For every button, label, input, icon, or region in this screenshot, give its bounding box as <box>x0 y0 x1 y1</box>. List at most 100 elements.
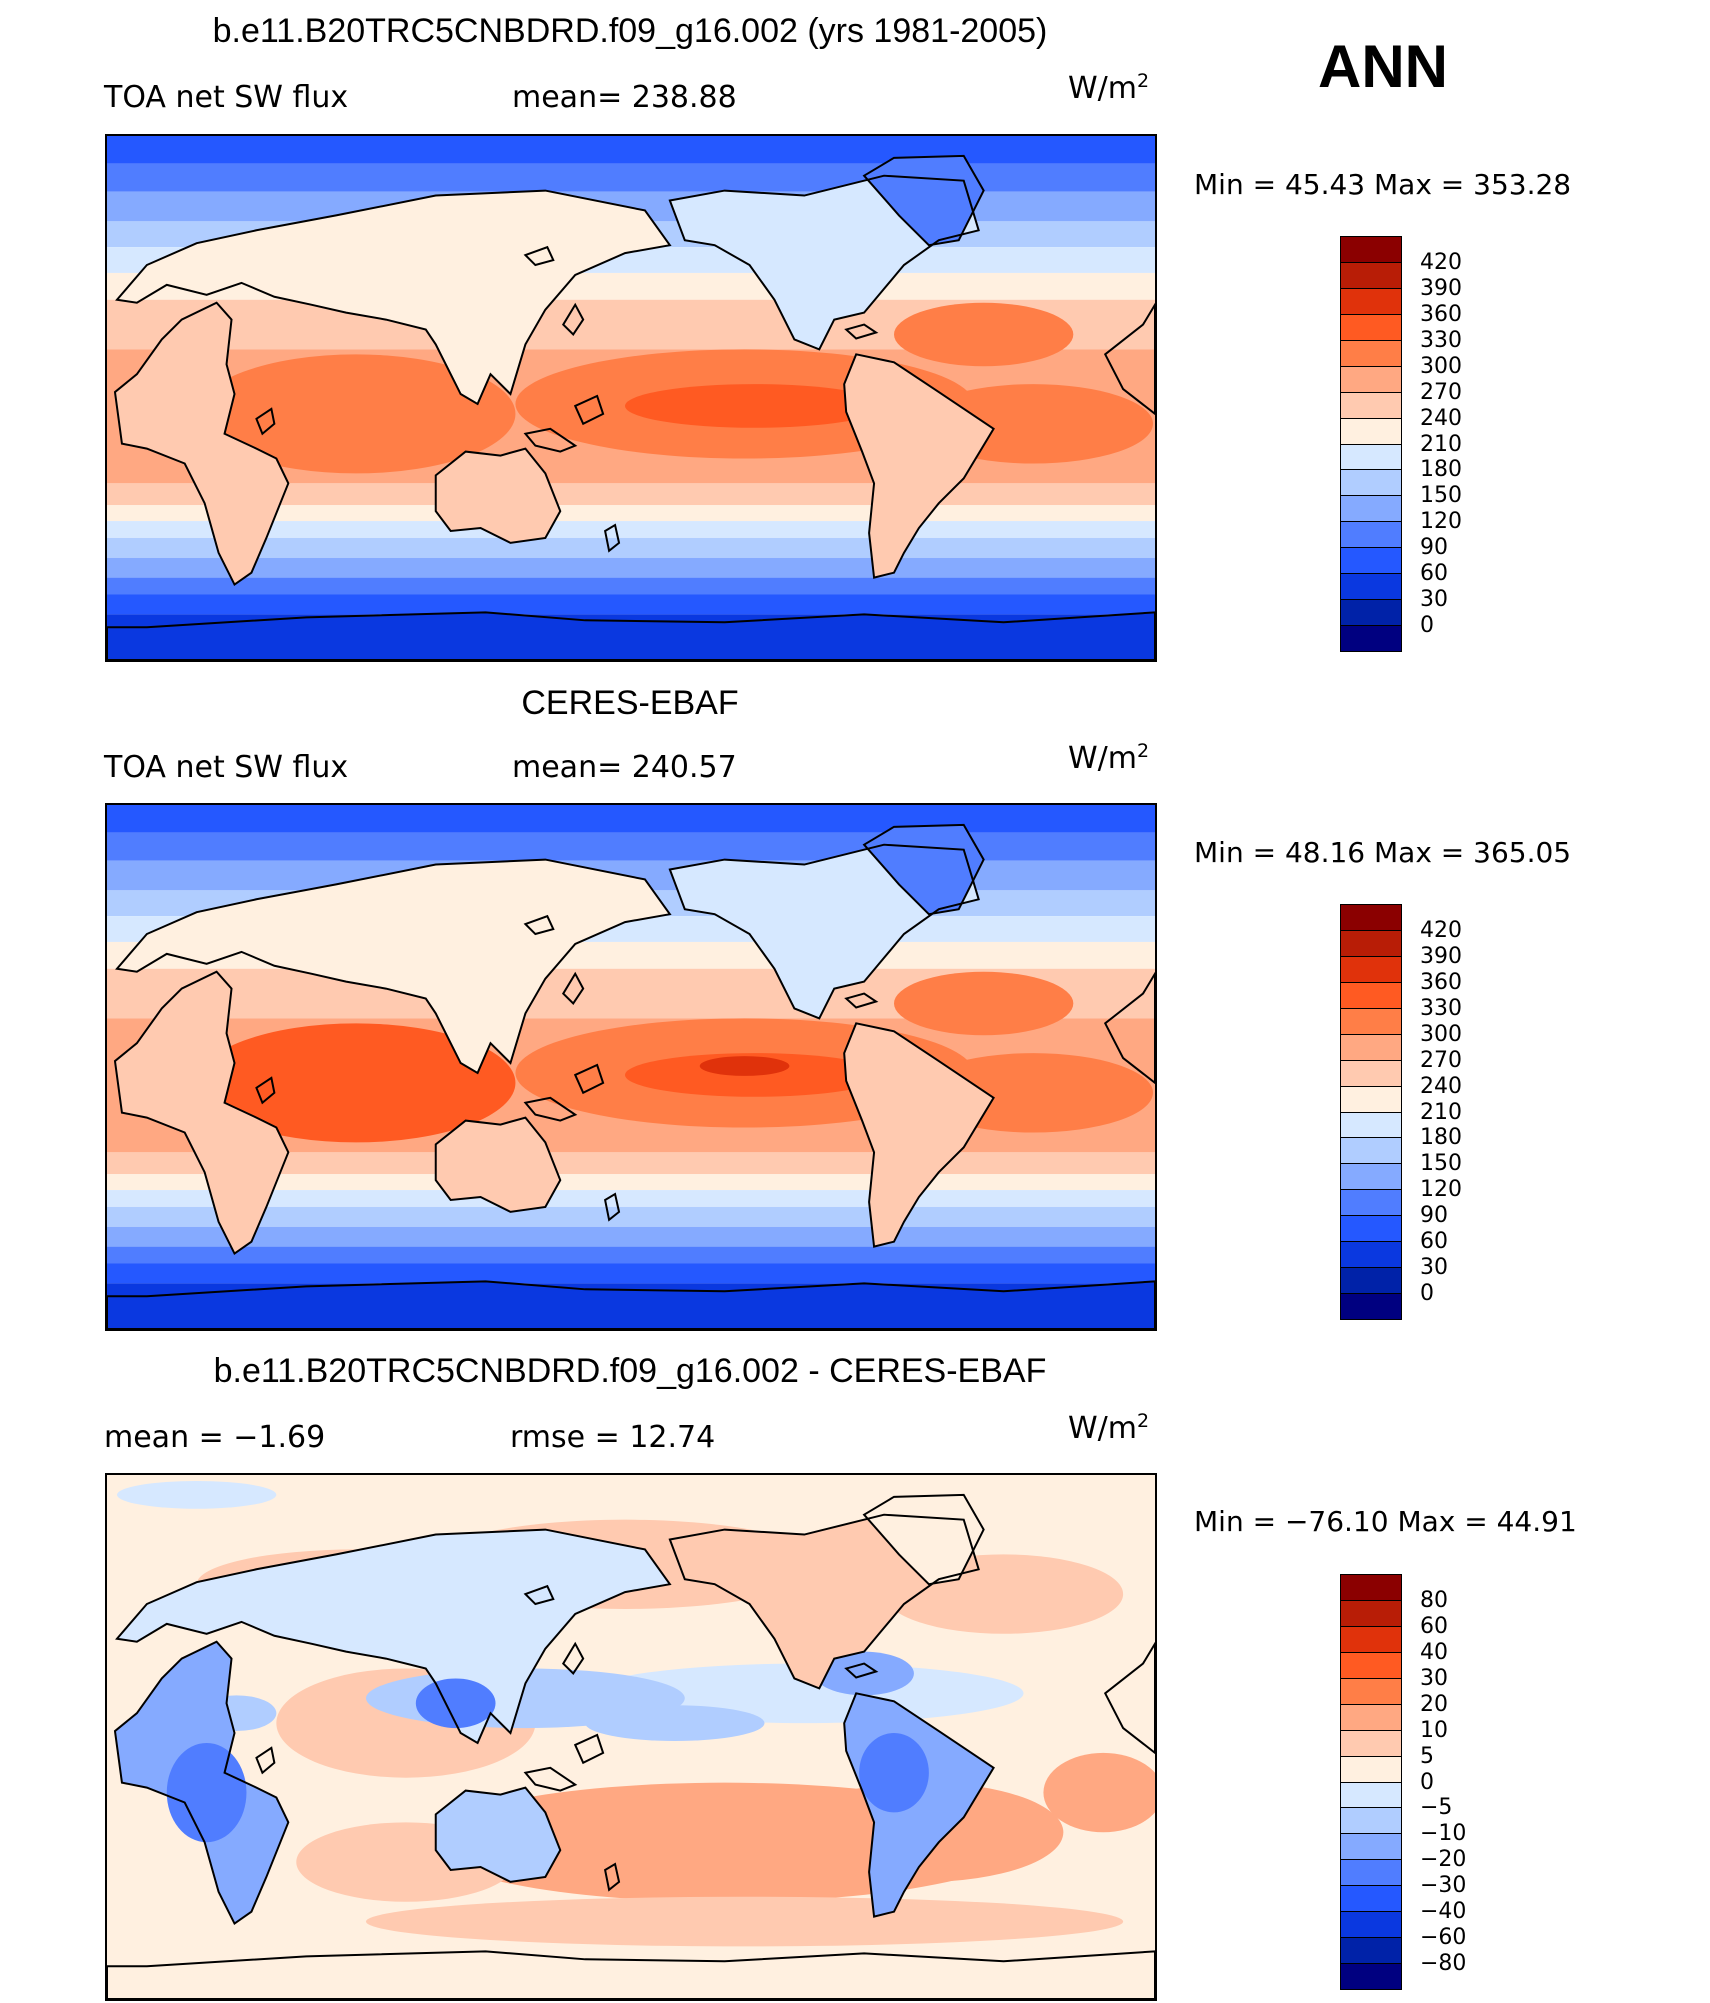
coastline <box>843 1692 995 1918</box>
panel-1-title: b.e11.B20TRC5CNBDRD.f09_g16.002 (yrs 198… <box>212 12 1048 50</box>
panel-3-units: W/m2 <box>1068 1410 1150 1446</box>
colorbar-box <box>1340 236 1402 263</box>
coastline <box>107 1950 1155 1999</box>
latitude-band <box>107 577 1155 595</box>
coastline <box>255 1746 276 1775</box>
colorbar-box <box>1340 599 1402 627</box>
colorbar-label: 180 <box>1420 457 1462 483</box>
coastline <box>1103 1641 1155 1755</box>
colorbar-label: 0 <box>1420 1281 1434 1307</box>
colorbar-box <box>1340 1885 1402 1913</box>
colorbar-box <box>1340 929 1402 957</box>
colorbar-box <box>1340 1755 1402 1783</box>
coastline <box>562 971 585 1006</box>
colorbar-label: 60 <box>1420 1613 1448 1639</box>
colorbar-label: 30 <box>1420 587 1448 613</box>
panel-1-mean-label: mean= 238.88 <box>512 80 737 115</box>
coastline <box>115 858 672 1075</box>
colorbar-label: −5 <box>1420 1795 1453 1821</box>
latitude-band <box>107 594 1155 615</box>
land-fill <box>844 354 994 578</box>
panel-2-title: CERES-EBAF <box>521 684 739 722</box>
coastline <box>1103 302 1155 416</box>
colorbar-label: 300 <box>1420 1021 1462 1047</box>
colorbar-box <box>1340 339 1402 367</box>
colorbar-label: 270 <box>1420 1047 1462 1073</box>
colorbar-box <box>1340 417 1402 445</box>
colorbar-label: −10 <box>1420 1821 1467 1847</box>
land-anomaly <box>435 1787 561 1882</box>
coastline <box>603 1192 621 1222</box>
colorbar-label: 40 <box>1420 1639 1448 1665</box>
colorbar-box <box>1340 981 1402 1009</box>
colorbar-label: 10 <box>1420 1717 1448 1743</box>
colorbar-box <box>1340 1267 1402 1295</box>
panel-1-variable-label: TOA net SW flux <box>104 80 349 115</box>
coastline <box>115 189 672 406</box>
panel-3-map-field <box>107 1475 1155 1999</box>
latitude-band <box>107 1226 1155 1247</box>
coastline <box>113 301 290 587</box>
colorbar-label: −80 <box>1420 1951 1467 1977</box>
greenland-fill <box>864 824 984 915</box>
coastline <box>843 1022 995 1248</box>
colorbar-label: 120 <box>1420 1177 1462 1203</box>
colorbar-label: 420 <box>1420 917 1462 943</box>
colorbar-box <box>1340 1911 1402 1939</box>
colorbar-box <box>1340 625 1402 652</box>
colorbar-label: 360 <box>1420 969 1462 995</box>
colorbar-box <box>1340 1937 1402 1965</box>
coastline <box>523 245 555 267</box>
coastline <box>562 1641 585 1676</box>
colorbar-label: 210 <box>1420 431 1462 457</box>
colorbar-box <box>1340 1293 1402 1320</box>
coastline <box>434 1786 562 1883</box>
anomaly-region <box>814 1651 914 1696</box>
colorbar-label: 60 <box>1420 1229 1448 1255</box>
colorbar-box <box>1340 1059 1402 1087</box>
panel-2-units: W/m2 <box>1068 740 1150 776</box>
latitude-band <box>107 163 1155 192</box>
colorbar-label: 20 <box>1420 1691 1448 1717</box>
colorbar-label: 390 <box>1420 275 1462 301</box>
coastline <box>523 427 578 453</box>
colorbar-box <box>1340 443 1402 471</box>
land-anomaly <box>107 1951 1155 1999</box>
coastline <box>434 1116 562 1213</box>
latitude-band <box>107 1246 1155 1264</box>
colorbar-box <box>1340 547 1402 575</box>
colorbar-box <box>1340 1833 1402 1861</box>
colorbar-box <box>1340 1163 1402 1191</box>
land-fill <box>114 302 289 585</box>
caribbean-maximum <box>893 302 1074 367</box>
strong-negative-anomaly <box>166 1742 247 1843</box>
colorbar-box <box>1340 1215 1402 1243</box>
coastline <box>107 1280 1155 1329</box>
panel-2-map-field <box>107 805 1155 1329</box>
panel-1-colorbar: 420 390 360 330 300 270 240 210 180 150 120 90 60 30 0 <box>1340 236 1462 652</box>
land-fill <box>435 1117 561 1212</box>
latitude-band <box>107 557 1155 578</box>
colorbar-label: 240 <box>1420 405 1462 431</box>
panel-1-map-field <box>107 136 1155 660</box>
antarctica-fill <box>107 612 1155 660</box>
colorbar-label: 150 <box>1420 1151 1462 1177</box>
colorbar-box <box>1340 521 1402 549</box>
coastline <box>843 353 995 579</box>
colorbar-box <box>1340 1781 1402 1809</box>
colorbar-box <box>1340 573 1402 601</box>
anomaly-region <box>366 1896 1124 1947</box>
colorbar-label: 0 <box>1420 1769 1434 1795</box>
coastline <box>523 1584 555 1606</box>
coastline <box>1103 971 1155 1085</box>
colorbar-label: 0 <box>1420 613 1434 639</box>
coastline <box>113 1640 290 1926</box>
colorbar-label: 120 <box>1420 509 1462 535</box>
coastline <box>115 1528 672 1745</box>
panel-3-rmse-label: rmse = 12.74 <box>510 1420 716 1455</box>
colorbar-label: 30 <box>1420 1665 1448 1691</box>
coastline <box>862 1493 985 1586</box>
colorbar-box <box>1340 1599 1402 1627</box>
colorbar-label: 5 <box>1420 1743 1434 1769</box>
colorbar-label: 330 <box>1420 995 1462 1021</box>
